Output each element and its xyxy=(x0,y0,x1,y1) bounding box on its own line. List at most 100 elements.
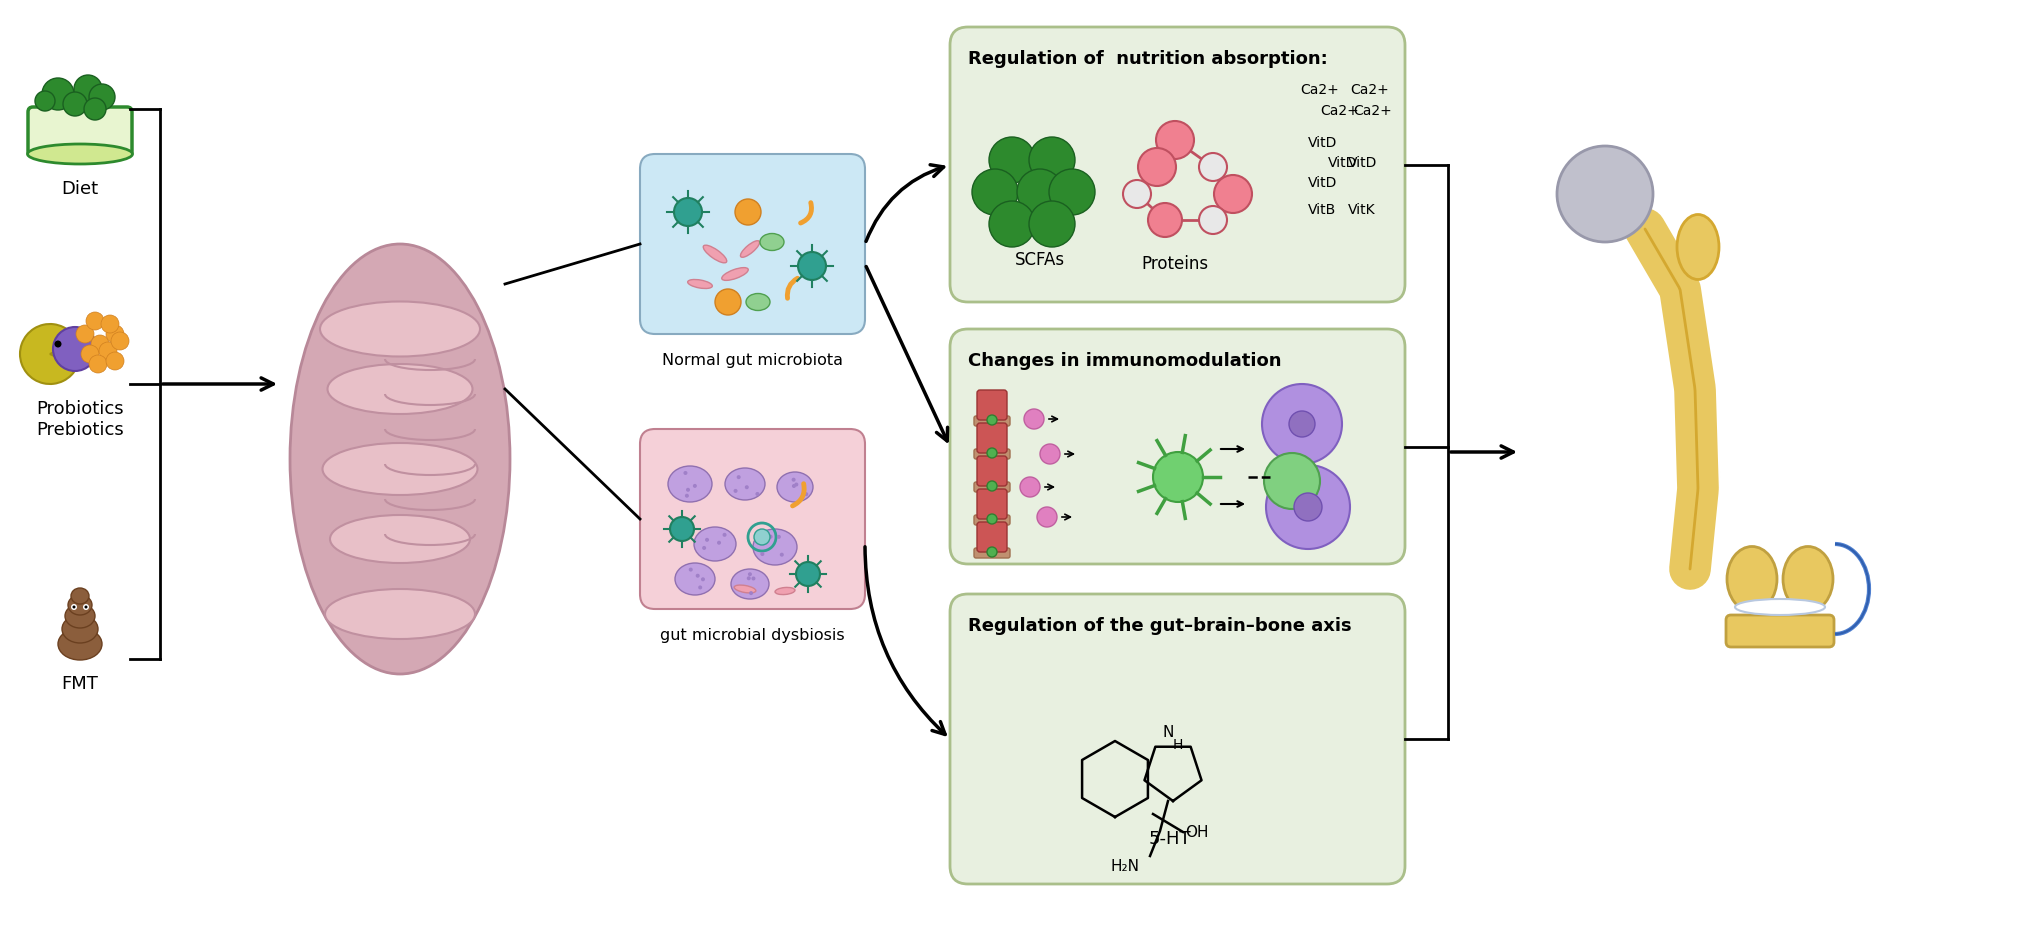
Circle shape xyxy=(782,558,786,562)
Text: VitD: VitD xyxy=(1309,136,1337,150)
Circle shape xyxy=(717,553,721,558)
Circle shape xyxy=(988,481,998,491)
Circle shape xyxy=(1040,445,1061,464)
Circle shape xyxy=(53,328,98,372)
Text: Ca2+: Ca2+ xyxy=(1300,83,1339,97)
Ellipse shape xyxy=(291,244,510,674)
Ellipse shape xyxy=(63,615,98,643)
Circle shape xyxy=(693,579,697,583)
Circle shape xyxy=(705,570,709,574)
Ellipse shape xyxy=(740,241,760,258)
FancyBboxPatch shape xyxy=(973,417,1010,427)
Circle shape xyxy=(1199,154,1227,182)
Circle shape xyxy=(990,202,1034,248)
FancyBboxPatch shape xyxy=(951,28,1404,302)
Ellipse shape xyxy=(774,588,795,595)
Ellipse shape xyxy=(327,365,473,415)
Circle shape xyxy=(736,199,762,226)
Ellipse shape xyxy=(323,444,478,495)
Text: VitK: VitK xyxy=(1347,203,1376,217)
Text: Diet: Diet xyxy=(61,180,100,197)
FancyBboxPatch shape xyxy=(1725,615,1835,648)
Ellipse shape xyxy=(329,516,469,563)
Circle shape xyxy=(736,472,740,475)
Circle shape xyxy=(799,490,803,494)
FancyBboxPatch shape xyxy=(28,108,132,157)
Circle shape xyxy=(75,326,93,344)
Ellipse shape xyxy=(776,473,813,503)
Circle shape xyxy=(35,92,55,112)
Circle shape xyxy=(1028,202,1075,248)
Text: H₂N: H₂N xyxy=(1112,858,1140,873)
Ellipse shape xyxy=(734,585,756,593)
FancyBboxPatch shape xyxy=(640,430,866,609)
Circle shape xyxy=(988,416,998,426)
Ellipse shape xyxy=(319,302,480,358)
Circle shape xyxy=(1124,181,1150,209)
Circle shape xyxy=(709,553,713,557)
Text: FMT: FMT xyxy=(61,674,98,693)
Circle shape xyxy=(776,558,780,562)
Text: VitD: VitD xyxy=(1347,155,1378,169)
FancyBboxPatch shape xyxy=(973,449,1010,460)
Circle shape xyxy=(89,85,116,110)
Circle shape xyxy=(1148,204,1183,238)
Circle shape xyxy=(740,474,744,477)
Circle shape xyxy=(1036,507,1057,528)
Ellipse shape xyxy=(1782,547,1833,612)
Circle shape xyxy=(63,93,87,117)
Ellipse shape xyxy=(67,595,91,615)
Circle shape xyxy=(1213,176,1252,213)
Ellipse shape xyxy=(732,569,768,599)
Ellipse shape xyxy=(760,234,784,251)
Circle shape xyxy=(732,491,736,495)
FancyBboxPatch shape xyxy=(640,154,866,335)
Circle shape xyxy=(691,479,695,483)
Circle shape xyxy=(106,326,124,344)
Wedge shape xyxy=(20,325,77,385)
Ellipse shape xyxy=(703,246,727,264)
Circle shape xyxy=(1264,454,1321,509)
Circle shape xyxy=(1152,452,1203,503)
FancyBboxPatch shape xyxy=(977,457,1008,487)
Circle shape xyxy=(1156,122,1195,160)
FancyBboxPatch shape xyxy=(951,594,1404,885)
Circle shape xyxy=(1288,412,1315,437)
Ellipse shape xyxy=(1735,599,1825,615)
Text: VitB: VitB xyxy=(1309,203,1337,217)
Ellipse shape xyxy=(1676,215,1719,280)
FancyBboxPatch shape xyxy=(973,548,1010,559)
Circle shape xyxy=(1024,410,1044,430)
Circle shape xyxy=(732,492,736,497)
FancyBboxPatch shape xyxy=(977,522,1008,552)
Ellipse shape xyxy=(695,528,736,562)
Text: Normal gut microbiota: Normal gut microbiota xyxy=(662,353,843,368)
Circle shape xyxy=(1294,493,1323,521)
Ellipse shape xyxy=(28,145,132,165)
Text: H: H xyxy=(1172,738,1183,752)
Text: gut microbial dysbiosis: gut microbial dysbiosis xyxy=(660,627,845,642)
Text: SCFAs: SCFAs xyxy=(1014,251,1065,269)
Text: Proteins: Proteins xyxy=(1142,255,1209,272)
Text: Ca2+: Ca2+ xyxy=(1321,104,1359,118)
Circle shape xyxy=(112,332,128,351)
Circle shape xyxy=(1028,138,1075,183)
Circle shape xyxy=(1016,169,1063,216)
Text: 5-HT: 5-HT xyxy=(1148,829,1191,847)
Circle shape xyxy=(750,574,754,578)
Text: VitD: VitD xyxy=(1329,155,1357,169)
Circle shape xyxy=(71,605,77,610)
Ellipse shape xyxy=(721,269,748,281)
Circle shape xyxy=(91,336,110,354)
Circle shape xyxy=(106,353,124,371)
Text: Regulation of the gut–brain–bone axis: Regulation of the gut–brain–bone axis xyxy=(967,616,1351,635)
Circle shape xyxy=(73,606,75,608)
Circle shape xyxy=(786,489,790,492)
Circle shape xyxy=(102,315,120,333)
Circle shape xyxy=(73,76,102,104)
Circle shape xyxy=(988,515,998,524)
Circle shape xyxy=(1266,465,1349,549)
FancyBboxPatch shape xyxy=(973,516,1010,525)
Ellipse shape xyxy=(754,530,797,565)
Circle shape xyxy=(89,356,108,373)
